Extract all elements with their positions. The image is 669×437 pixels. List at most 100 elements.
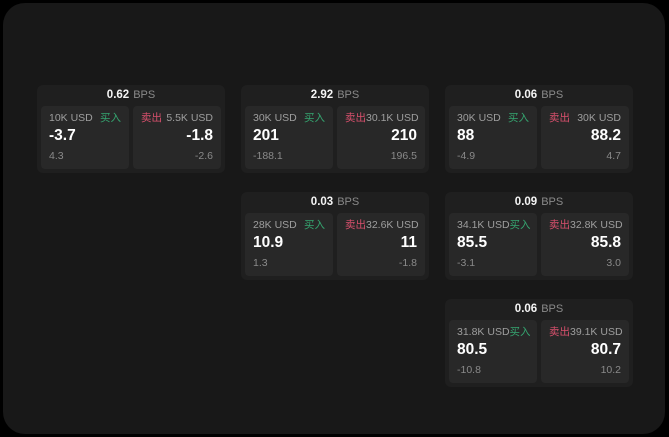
buy-amount: 28K USD <box>253 219 297 231</box>
sell-panel[interactable]: 卖出 32.8K USD 85.8 3.0 <box>541 213 629 276</box>
card-header: 0.06 BPS <box>445 299 633 320</box>
buy-panel[interactable]: 10K USD 买入 -3.7 4.3 <box>41 106 129 169</box>
sell-delta: 10.2 <box>600 364 621 377</box>
sell-side-label: 卖出 <box>549 219 570 231</box>
sell-price: 210 <box>391 126 417 144</box>
bps-unit-label: BPS <box>541 196 564 208</box>
quote-card: 0.62 BPS 10K USD 买入 -3.7 4.3 卖出 5.5K USD… <box>37 85 225 173</box>
bps-unit-label: BPS <box>541 303 564 315</box>
buy-top-row: 28K USD 买入 <box>253 219 325 232</box>
bps-value: 0.06 <box>514 88 538 101</box>
sell-side-label: 卖出 <box>549 112 570 124</box>
buy-panel[interactable]: 30K USD 买入 88 -4.9 <box>449 106 537 169</box>
sell-panel[interactable]: 卖出 30K USD 88.2 4.7 <box>541 106 629 169</box>
buy-side-label: 买入 <box>100 112 121 124</box>
quote-card: 0.03 BPS 28K USD 买入 10.9 1.3 卖出 32.6K US… <box>241 192 429 280</box>
card-header: 0.06 BPS <box>445 85 633 106</box>
buy-side-label: 买入 <box>509 326 531 338</box>
sell-top-row: 卖出 32.6K USD <box>345 219 419 232</box>
quotes-grid: 0.62 BPS 10K USD 买入 -3.7 4.3 卖出 5.5K USD… <box>37 85 633 387</box>
app-background-panel: 0.62 BPS 10K USD 买入 -3.7 4.3 卖出 5.5K USD… <box>3 3 665 434</box>
buy-amount: 30K USD <box>457 112 501 124</box>
buy-price: 88 <box>457 126 475 144</box>
buy-delta: -3.1 <box>457 257 476 270</box>
quote-card: 0.06 BPS 31.8K USD 买入 80.5 -10.8 卖出 39.1… <box>445 299 633 387</box>
buy-panel[interactable]: 34.1K USD 买入 85.5 -3.1 <box>449 213 537 276</box>
buy-side-label: 买入 <box>509 219 531 231</box>
buy-delta: -188.1 <box>253 150 283 163</box>
quote-panels: 30K USD 买入 201 -188.1 卖出 30.1K USD 210 1… <box>241 106 429 173</box>
sell-price: 80.7 <box>590 340 621 358</box>
sell-top-row: 卖出 30.1K USD <box>345 112 419 125</box>
sell-amount: 30K USD <box>577 112 621 124</box>
sell-panel[interactable]: 卖出 5.5K USD -1.8 -2.6 <box>133 106 221 169</box>
quote-card: 2.92 BPS 30K USD 买入 201 -188.1 卖出 30.1K … <box>241 85 429 173</box>
buy-panel[interactable]: 28K USD 买入 10.9 1.3 <box>245 213 333 276</box>
quote-panels: 10K USD 买入 -3.7 4.3 卖出 5.5K USD -1.8 -2.… <box>37 106 225 173</box>
bps-value: 0.03 <box>310 195 334 208</box>
buy-amount: 34.1K USD <box>457 219 510 231</box>
bps-value: 0.09 <box>514 195 538 208</box>
quote-card: 0.06 BPS 30K USD 买入 88 -4.9 卖出 30K USD 8… <box>445 85 633 173</box>
card-header: 0.03 BPS <box>241 192 429 213</box>
bps-value: 0.06 <box>514 302 538 315</box>
buy-top-row: 30K USD 买入 <box>457 112 529 125</box>
sell-top-row: 卖出 5.5K USD <box>141 112 213 125</box>
sell-top-row: 卖出 39.1K USD <box>549 326 623 339</box>
bps-unit-label: BPS <box>133 89 156 101</box>
card-header: 0.09 BPS <box>445 192 633 213</box>
buy-delta: 4.3 <box>49 150 64 163</box>
buy-price: 85.5 <box>457 233 488 251</box>
bps-value: 2.92 <box>310 88 334 101</box>
buy-panel[interactable]: 31.8K USD 买入 80.5 -10.8 <box>449 320 537 383</box>
sell-side-label: 卖出 <box>345 219 366 231</box>
buy-side-label: 买入 <box>304 219 325 231</box>
buy-amount: 31.8K USD <box>457 326 510 338</box>
sell-delta: 4.7 <box>606 150 621 163</box>
buy-delta: -10.8 <box>457 364 481 377</box>
quote-card: 0.09 BPS 34.1K USD 买入 85.5 -3.1 卖出 32.8K… <box>445 192 633 280</box>
bps-value: 0.62 <box>106 88 130 101</box>
sell-top-row: 卖出 32.8K USD <box>549 219 623 232</box>
buy-top-row: 10K USD 买入 <box>49 112 121 125</box>
buy-side-label: 买入 <box>304 112 325 124</box>
sell-delta: 196.5 <box>390 150 417 163</box>
buy-price: -3.7 <box>49 126 76 144</box>
card-header: 0.62 BPS <box>37 85 225 106</box>
bps-unit-label: BPS <box>337 89 360 101</box>
sell-delta: -2.6 <box>194 150 213 163</box>
quote-panels: 30K USD 买入 88 -4.9 卖出 30K USD 88.2 4.7 <box>445 106 633 173</box>
buy-delta: -4.9 <box>457 150 476 163</box>
sell-price: 88.2 <box>590 126 621 144</box>
sell-panel[interactable]: 卖出 39.1K USD 80.7 10.2 <box>541 320 629 383</box>
sell-side-label: 卖出 <box>141 112 162 124</box>
sell-amount: 39.1K USD <box>570 326 623 338</box>
bps-unit-label: BPS <box>541 89 564 101</box>
buy-price: 80.5 <box>457 340 488 358</box>
sell-panel[interactable]: 卖出 30.1K USD 210 196.5 <box>337 106 425 169</box>
sell-amount: 32.6K USD <box>366 219 419 231</box>
quote-panels: 31.8K USD 买入 80.5 -10.8 卖出 39.1K USD 80.… <box>445 320 633 387</box>
sell-delta: -1.8 <box>398 257 417 270</box>
buy-panel[interactable]: 30K USD 买入 201 -188.1 <box>245 106 333 169</box>
buy-amount: 30K USD <box>253 112 297 124</box>
bps-unit-label: BPS <box>337 196 360 208</box>
sell-delta: 3.0 <box>606 257 621 270</box>
sell-amount: 30.1K USD <box>366 112 419 124</box>
buy-top-row: 30K USD 买入 <box>253 112 325 125</box>
sell-price: 11 <box>400 233 417 251</box>
buy-side-label: 买入 <box>508 112 529 124</box>
buy-delta: 1.3 <box>253 257 268 270</box>
sell-side-label: 卖出 <box>549 326 570 338</box>
sell-amount: 5.5K USD <box>166 112 213 124</box>
sell-price: 85.8 <box>590 233 621 251</box>
quote-panels: 28K USD 买入 10.9 1.3 卖出 32.6K USD 11 -1.8 <box>241 213 429 280</box>
sell-top-row: 卖出 30K USD <box>549 112 621 125</box>
sell-side-label: 卖出 <box>345 112 366 124</box>
sell-price: -1.8 <box>186 126 213 144</box>
buy-top-row: 31.8K USD 买入 <box>457 326 531 339</box>
sell-panel[interactable]: 卖出 32.6K USD 11 -1.8 <box>337 213 425 276</box>
buy-amount: 10K USD <box>49 112 93 124</box>
buy-top-row: 34.1K USD 买入 <box>457 219 531 232</box>
